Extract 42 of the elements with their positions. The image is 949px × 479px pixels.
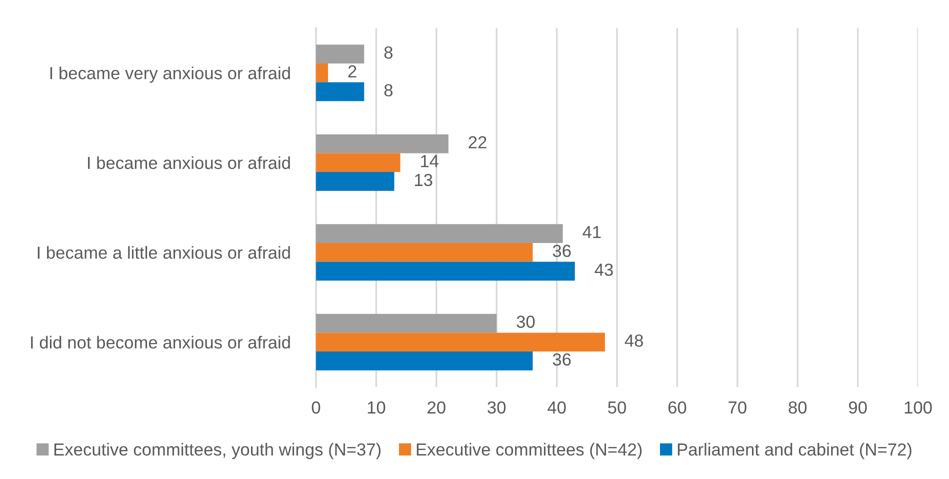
bar: [316, 82, 364, 102]
bar: [316, 314, 497, 333]
data-label: 41: [582, 226, 601, 238]
data-label: 36: [552, 244, 571, 258]
data-label: 30: [516, 316, 535, 328]
data-label: 8: [384, 84, 393, 96]
bar: [316, 332, 605, 352]
bar: [316, 63, 328, 82]
bar: [316, 44, 364, 64]
x-tick-label: 70: [728, 401, 746, 414]
data-label: 43: [594, 264, 613, 276]
data-label: 8: [384, 46, 393, 59]
bar: [316, 242, 533, 262]
data-label: 2: [348, 65, 356, 78]
y-tick-label: I became anxious or afraid: [88, 156, 290, 170]
bar: [316, 134, 448, 154]
data-label: 13: [415, 174, 432, 186]
x-tick-label: 60: [668, 401, 686, 414]
data-label: 22: [468, 136, 486, 148]
legend-label: Parliament and cabinet (N=72): [678, 442, 912, 460]
bar: [316, 224, 563, 243]
y-tick-label: I became very anxious or afraid: [50, 66, 290, 83]
y-tick-label: I became a little anxious or afraid: [38, 246, 290, 259]
legend-label: Executive committees (N=42): [416, 442, 642, 460]
x-tick-label: 40: [548, 401, 566, 414]
x-tick-label: 30: [488, 401, 506, 414]
bar: [316, 352, 533, 370]
x-tick-label: 20: [428, 401, 446, 414]
x-tick-label: 50: [608, 401, 626, 414]
bar: [316, 262, 575, 281]
bar: [316, 172, 394, 191]
data-label: 36: [552, 353, 571, 366]
x-tick-label: 10: [368, 401, 386, 414]
x-tick-label: 80: [788, 401, 807, 414]
x-tick-label: 0: [312, 401, 320, 414]
x-tick-label: 90: [848, 401, 867, 414]
data-label: 14: [421, 155, 439, 168]
bar: [316, 153, 400, 172]
legend-label: Executive committees, youth wings (N=37): [54, 442, 381, 460]
y-tick-label: I did not become anxious or afraid: [31, 336, 290, 349]
x-tick-label: 100: [904, 401, 932, 414]
data-label: 48: [624, 334, 643, 347]
